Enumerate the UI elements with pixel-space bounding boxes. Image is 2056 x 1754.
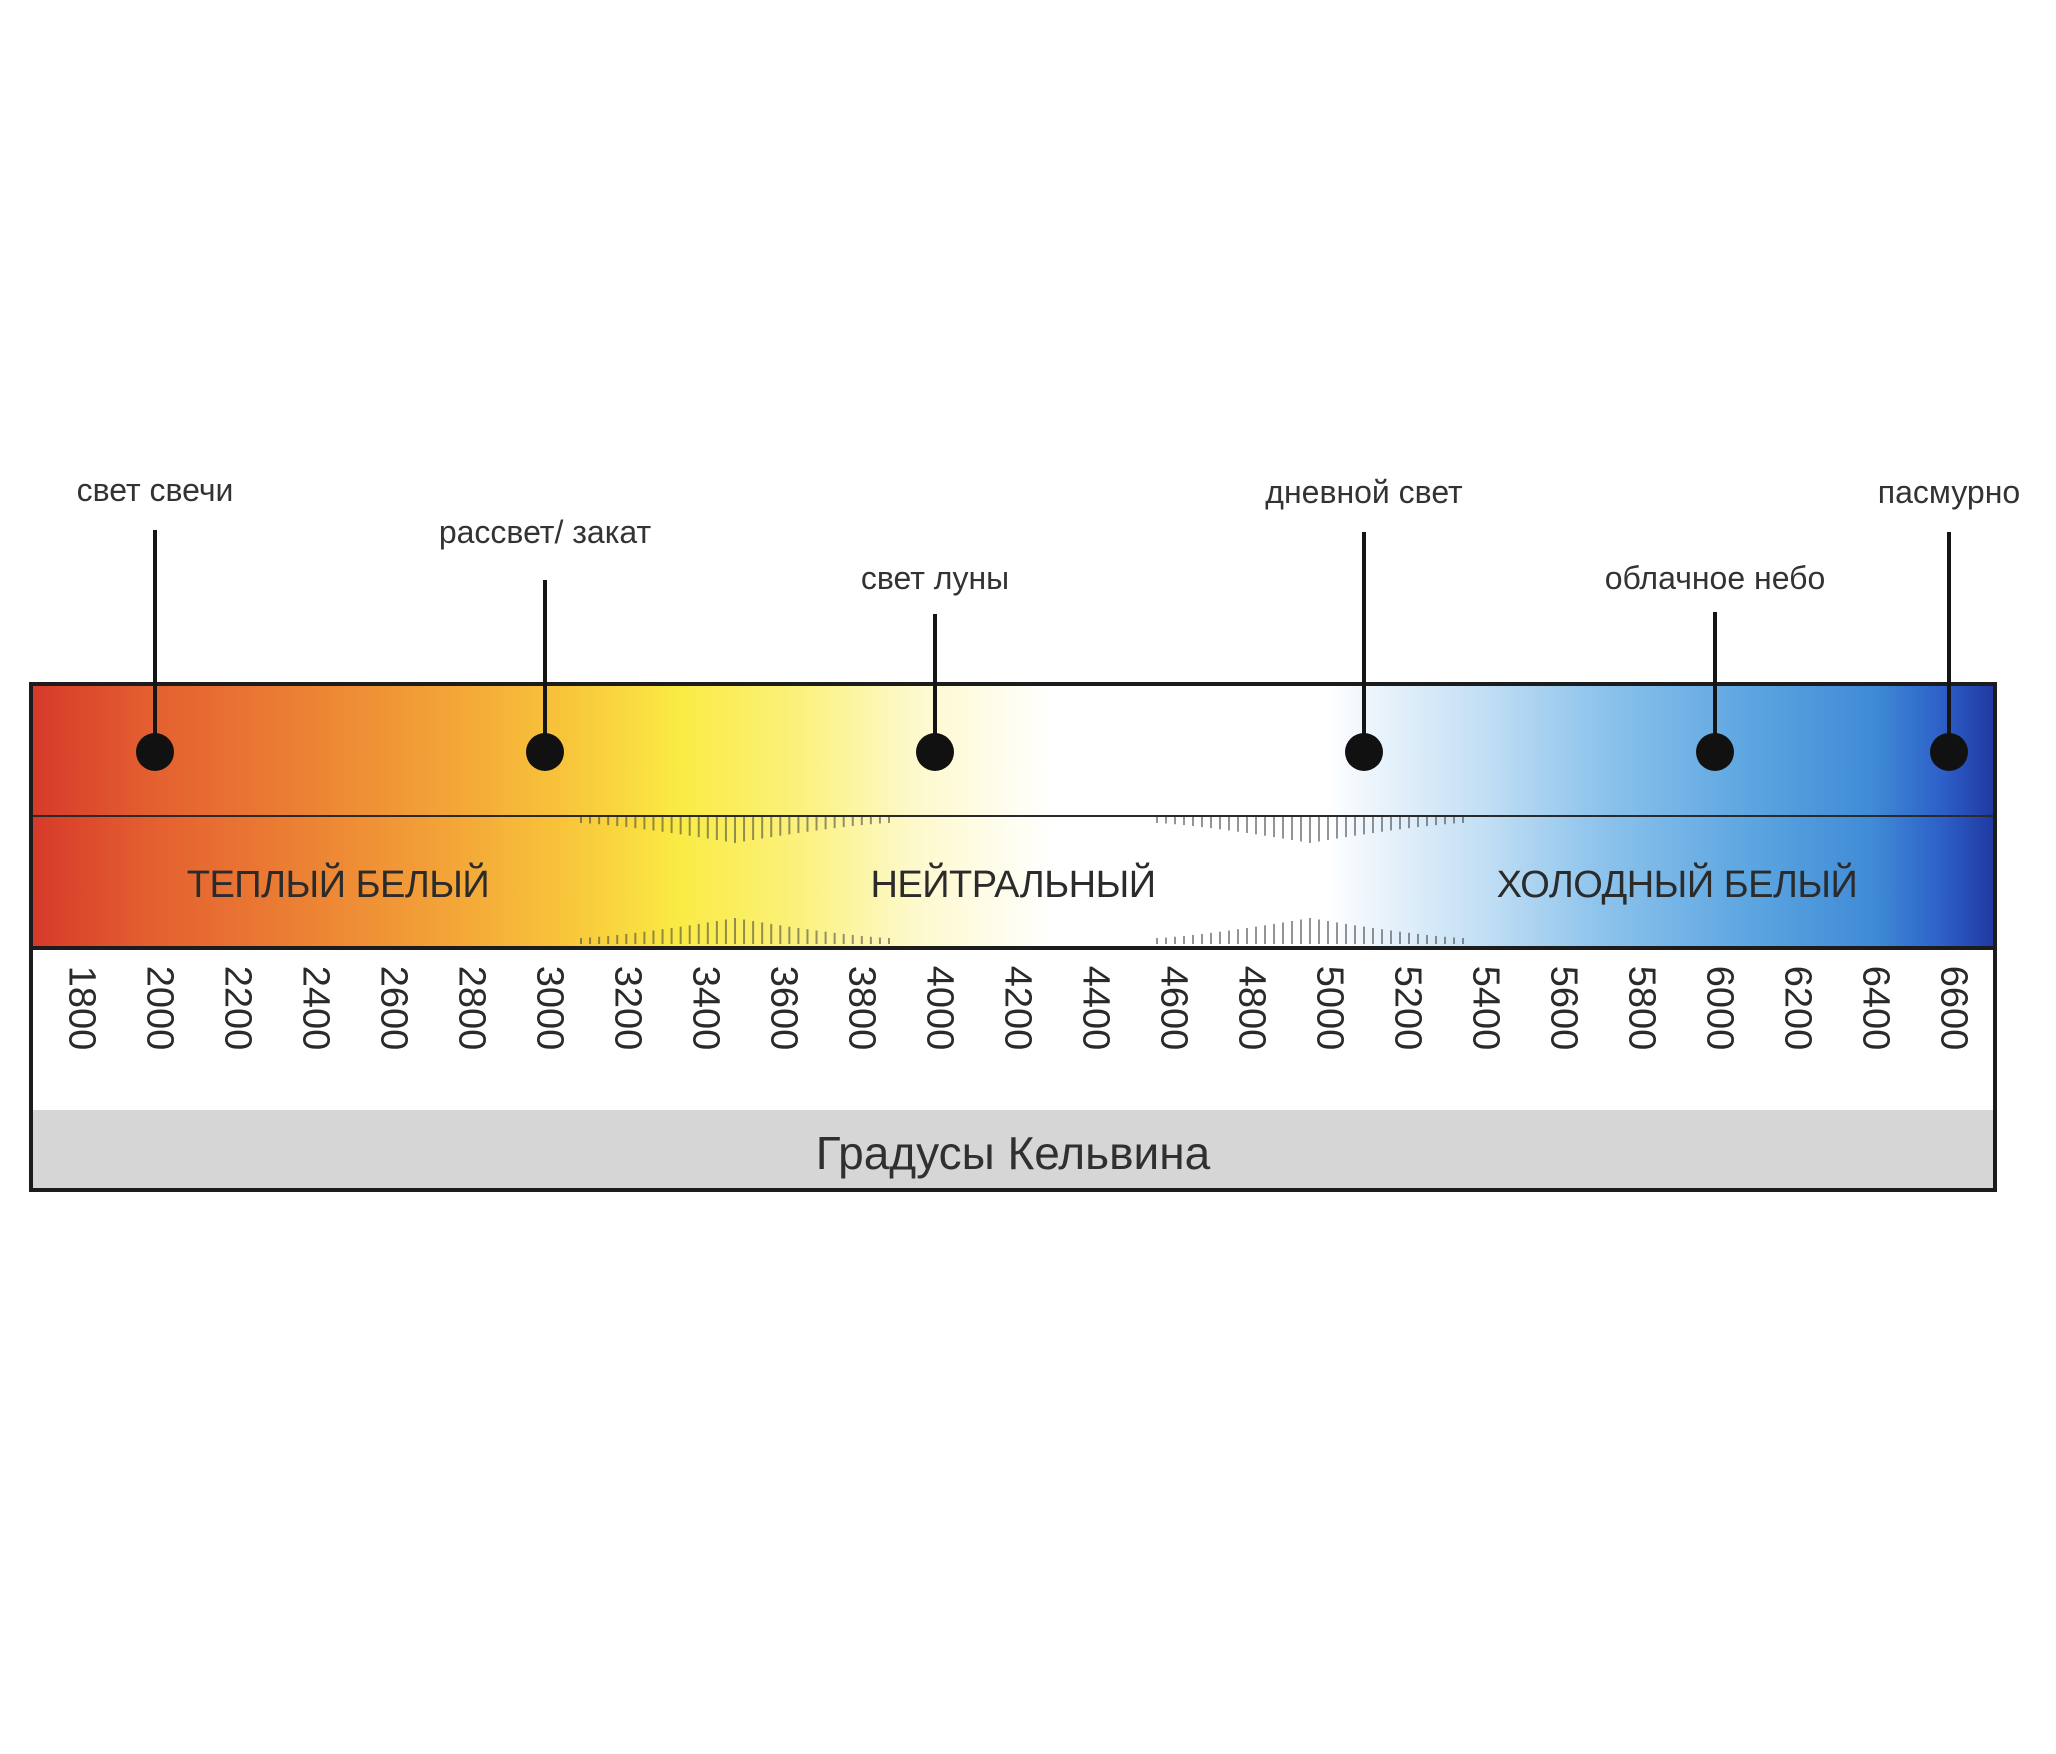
band-bottom-border [33, 946, 1993, 950]
color-spectrum-band [33, 686, 1993, 950]
scale-value: 2200 [216, 965, 259, 1051]
unit-label: Градусы Кельвина [815, 1127, 1211, 1179]
scale-value: 6600 [1932, 965, 1975, 1051]
marker-label: пасмурно [1877, 474, 2021, 510]
scale-value: 5800 [1620, 965, 1663, 1051]
scale-value: 4400 [1074, 965, 1117, 1051]
scale-value: 6400 [1854, 965, 1897, 1051]
marker-label: свет луны [860, 560, 1010, 596]
scale-value: 5000 [1308, 965, 1351, 1051]
unit-band: Градусы Кельвина [33, 1110, 1993, 1188]
color-temperature-scale: ТЕПЛЫЙ БЕЛЫЙ НЕЙТРАЛЬНЫЙ ХОЛОДНЫЙ БЕЛЫЙ … [29, 682, 1997, 1192]
marker-label: рассвет/ закат [438, 514, 652, 550]
scale-value: 2600 [372, 965, 415, 1051]
scale-value: 3200 [606, 965, 649, 1051]
scale-value: 5600 [1542, 965, 1585, 1051]
scale-value: 6200 [1776, 965, 1819, 1051]
scale-value: 3600 [762, 965, 805, 1051]
scale-value: 4200 [996, 965, 1039, 1051]
scale-value: 4800 [1230, 965, 1273, 1051]
scale-value: 4600 [1152, 965, 1195, 1051]
scale-value: 2000 [138, 965, 181, 1051]
marker-label: дневной свет [1265, 474, 1463, 510]
marker-label: свет свечи [76, 472, 234, 508]
scale-value: 3800 [840, 965, 883, 1051]
scale-value: 1800 [60, 965, 103, 1051]
scale-value: 4000 [918, 965, 961, 1051]
zone-label-neutral: НЕЙТРАЛЬНЫЙ [870, 864, 1156, 906]
scale-value: 6000 [1698, 965, 1741, 1051]
scale-value: 2800 [450, 965, 493, 1051]
scale-value: 3000 [528, 965, 571, 1051]
zone-label-cold: ХОЛОДНЫЙ БЕЛЫЙ [1496, 864, 1858, 906]
scale-value: 2400 [294, 965, 337, 1051]
kelvin-scale-strip [33, 950, 1993, 1110]
marker-label: облачное небо [1604, 560, 1826, 596]
scale-value: 5200 [1386, 965, 1429, 1051]
scale-value: 5400 [1464, 965, 1507, 1051]
band-divider [33, 815, 1993, 817]
zone-label-warm: ТЕПЛЫЙ БЕЛЫЙ [186, 864, 490, 906]
scale-value: 3400 [684, 965, 727, 1051]
transition-ticks [580, 817, 1464, 944]
